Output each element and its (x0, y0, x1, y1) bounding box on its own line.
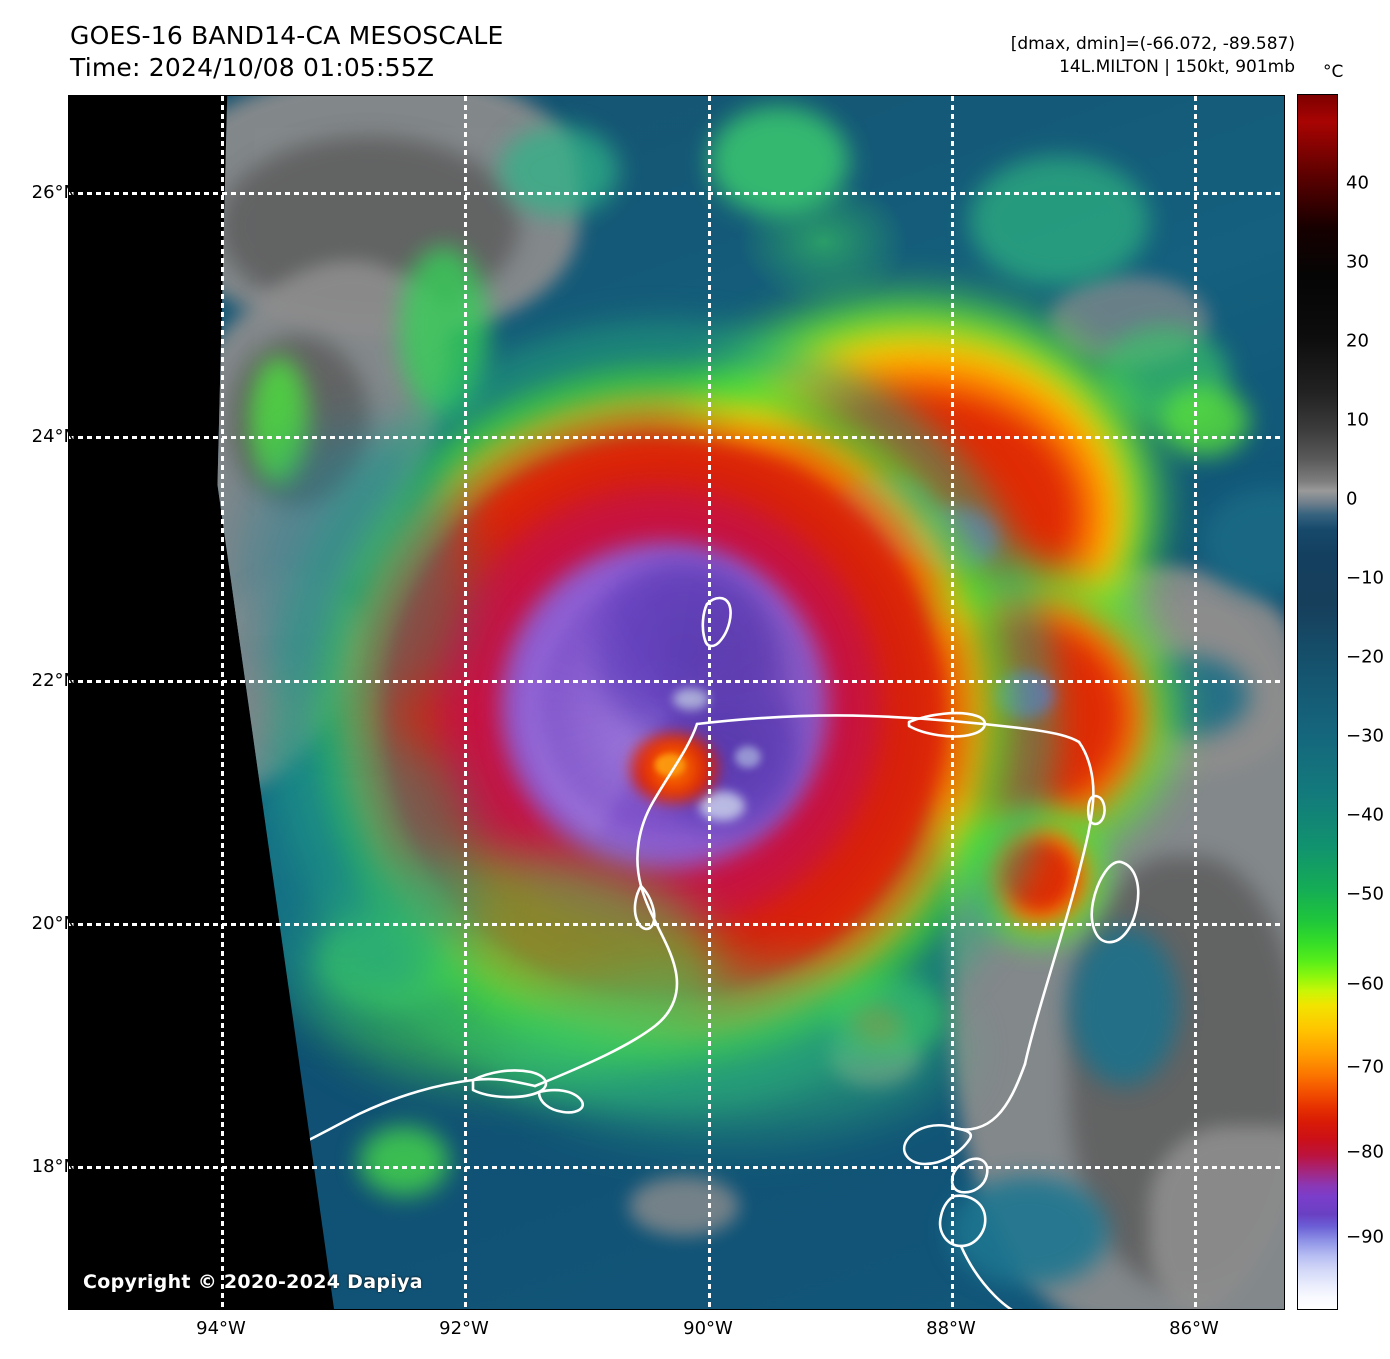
gridline-lon-92 (464, 96, 467, 1309)
gridline-lat-18 (69, 1166, 1284, 1169)
coast-belize (953, 1062, 1027, 1131)
colorbar-unit-label: °C (1323, 62, 1344, 82)
storm-inner-spiral-a (524, 566, 814, 856)
sea-patch-c (1069, 926, 1179, 1086)
gridline-lon-90 (708, 96, 711, 1309)
cbar-tick-10: 10 (1346, 409, 1369, 431)
gridline-lon-88 (951, 96, 954, 1309)
cbar-tick-m30: −30 (1346, 725, 1384, 747)
coast-yucatan-east (1023, 740, 1095, 1066)
cbar-tick-40: 40 (1346, 172, 1369, 194)
storm-overshoot-white-e (735, 746, 761, 768)
coast-yucatan-lagoon (907, 711, 987, 738)
coast-lagoon-1 (471, 1069, 548, 1099)
cbar-tick-m80: −80 (1346, 1141, 1384, 1163)
land-small-island-b (629, 1176, 739, 1236)
lat-tick-24: 24°N (31, 426, 77, 447)
cbar-tick-m90: −90 (1346, 1226, 1384, 1248)
satellite-swath (217, 96, 1284, 1309)
page-title: GOES-16 BAND14-CA MESOSCALE (70, 21, 504, 50)
coast-central-america (959, 1244, 1021, 1309)
lon-tick-86: 86°W (1169, 1318, 1219, 1339)
lat-tick-18: 18°N (31, 1156, 77, 1177)
cbar-tick-m20: −20 (1346, 646, 1384, 668)
cloud-green-n4 (249, 356, 309, 486)
cbar-tick-m50: −50 (1346, 883, 1384, 905)
storm-info-label: 14L.MILTON | 150kt, 901mb (1059, 57, 1295, 77)
coast-alacranes-reef (701, 596, 732, 648)
plot-inner: Copyright © 2020-2024 Dapiya (69, 96, 1284, 1309)
satellite-image-plot: Copyright © 2020-2024 Dapiya (68, 95, 1285, 1310)
coast-yucatan-north (695, 714, 1081, 744)
lat-tick-26: 26°N (31, 182, 77, 203)
storm-overshoot-white-se (699, 791, 745, 821)
gridline-lat-26 (69, 192, 1284, 195)
cbar-tick-m10: −10 (1346, 567, 1384, 589)
lon-tick-88: 88°W (926, 1318, 976, 1339)
title-block: GOES-16 BAND14-CA MESOSCALE Time: 2024/1… (70, 20, 504, 84)
coast-mexico-inlet (633, 884, 656, 931)
gridline-lon-94 (221, 96, 224, 1309)
cbar-tick-20: 20 (1346, 330, 1369, 352)
lat-tick-20: 20°N (31, 913, 77, 934)
gridline-lat-22 (69, 680, 1284, 683)
lat-tick-22: 22°N (31, 670, 77, 691)
dmax-dmin-label: [dmax, dmin]=(-66.072, -89.587) (1010, 34, 1295, 54)
cbar-tick-m40: −40 (1346, 804, 1384, 826)
metadata-block: [dmax, dmin]=(-66.072, -89.587) 14L.MILT… (1011, 33, 1295, 79)
coast-small-cay (1086, 794, 1106, 826)
timestamp-label: Time: 2024/10/08 01:05:55Z (70, 53, 435, 82)
coast-honduras-3 (938, 1194, 987, 1248)
storm-eye-core (655, 754, 685, 776)
cbar-tick-30: 30 (1346, 251, 1369, 273)
band-s-green (499, 966, 959, 1136)
cloud-green-e3 (1159, 386, 1249, 456)
coast-cozumel (1090, 860, 1140, 944)
coast-mexico-east (533, 722, 699, 1088)
band-nw-teal (239, 426, 469, 726)
coast-lagoon-2 (537, 1088, 584, 1114)
sea-patch-d (949, 1176, 1109, 1286)
coast-honduras-2 (950, 1157, 989, 1194)
cloud-green-e1 (969, 156, 1149, 286)
storm-overshoot-white-n (673, 688, 709, 710)
cloud-green-n2 (499, 126, 619, 216)
cbar-tick-m60: −60 (1346, 973, 1384, 995)
coast-honduras-bay (902, 1124, 973, 1166)
cloud-green-s2 (359, 1126, 449, 1196)
cbar-tick-m70: −70 (1346, 1056, 1384, 1078)
cbar-tick-0: 0 (1346, 488, 1358, 510)
temperature-colorbar (1297, 94, 1338, 1310)
copyright-label: Copyright © 2020-2024 Dapiya (83, 1271, 423, 1293)
lon-tick-94: 94°W (196, 1318, 246, 1339)
cloud-green-n1 (709, 106, 849, 216)
land-caribbean-se (1149, 1126, 1284, 1309)
lon-tick-92: 92°W (439, 1318, 489, 1339)
gridline-lat-24 (69, 436, 1284, 439)
gridline-lat-20 (69, 923, 1284, 926)
coastlines (217, 596, 1140, 1309)
gridline-lon-86 (1194, 96, 1197, 1309)
lon-tick-90: 90°W (683, 1318, 733, 1339)
